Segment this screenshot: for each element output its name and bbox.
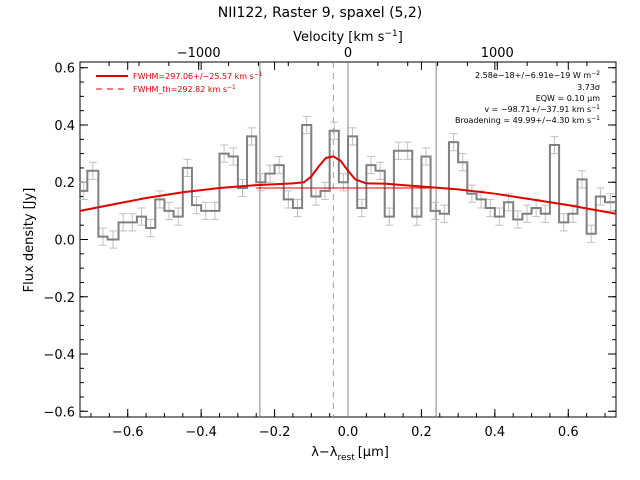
y-tick-label: 0.4 (54, 119, 75, 134)
x-tick-label: −0.2 (259, 425, 291, 440)
y-tick-label: −0.6 (43, 405, 75, 420)
y-tick-label: −0.2 (43, 291, 75, 306)
annotation-sigma: 3.73σ (577, 83, 600, 92)
annotation-broadening: Broadening = 49.99+/−4.30 km s−1 (455, 115, 600, 125)
chart-title: NII122, Raster 9, spaxel (5,2) (218, 5, 423, 21)
plot-area: −0.6 −0.4 −0.2 0.0 0.2 0.4 0.6 −0.6 −0.4 −0.2 0.0 0… (43, 46, 617, 440)
x-tick-label: 0.4 (485, 425, 506, 440)
fit-curve (79, 155, 617, 215)
legend-label-fwhm: FWHM=297.06+/−25.57 km s−1 (133, 71, 263, 81)
y-tick-label: 0.2 (54, 176, 75, 191)
x-axis-label: λ−λrest [μm] (311, 445, 389, 463)
top-tick-label: 1000 (481, 46, 514, 61)
top-axis-label: Velocity [km s−1] (293, 29, 403, 45)
x-tick-label: 0.0 (338, 425, 359, 440)
annotation-flux: 2.58e−18+/−6.91e−19 W m−2 (475, 70, 600, 80)
y-tick-label: −0.4 (43, 348, 75, 363)
x-tick-label: 0.6 (558, 425, 579, 440)
spectrum-step (80, 123, 616, 241)
top-tick-label: 0 (344, 46, 352, 61)
y-tick-label: 0.0 (54, 234, 75, 249)
legend: FWHM=297.06+/−25.57 km s−1 FWHM_th=292.8… (96, 71, 263, 94)
legend-label-fwhm-th: FWHM_th=292.82 km s−1 (133, 84, 236, 94)
x-tick-label: −0.4 (185, 425, 217, 440)
annotation-eqw: EQW = 0.10 μm (536, 94, 600, 103)
y-tick-label: 0.6 (54, 62, 75, 77)
annotation-velocity: v = −98.71+/−37.91 km s−1 (484, 104, 600, 114)
annotations: 2.58e−18+/−6.91e−19 W m−2 3.73σ EQW = 0.… (455, 70, 600, 125)
x-tick-label: −0.6 (112, 425, 144, 440)
y-axis-label: Flux density [Jy] (22, 188, 37, 293)
x-tick-label: 0.2 (411, 425, 432, 440)
top-tick-label: −1000 (177, 46, 221, 61)
